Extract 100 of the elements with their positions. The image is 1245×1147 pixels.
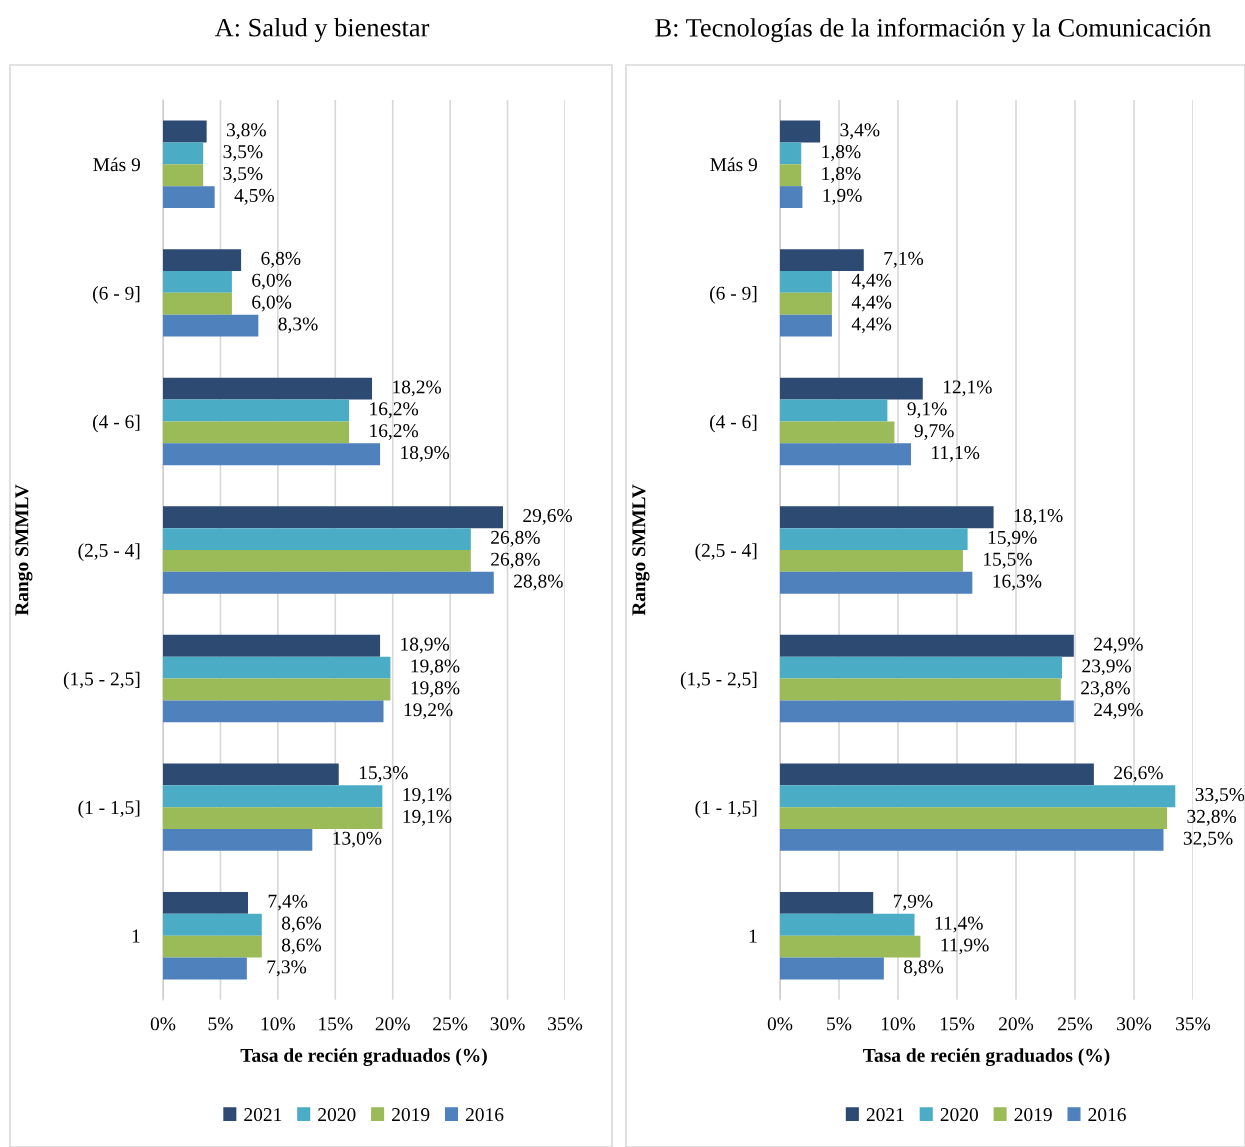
bar	[163, 700, 384, 723]
bar	[163, 807, 383, 829]
y-tick-label: (2,5 - 4]	[695, 543, 757, 561]
bar	[163, 528, 471, 550]
data-label: 4,4%	[851, 317, 892, 334]
y-tick-label: (6 - 9]	[93, 286, 140, 304]
x-tick-label: 5%	[827, 1017, 852, 1031]
data-label: 24,9%	[1094, 703, 1143, 720]
data-label: 13,0%	[333, 831, 382, 848]
bar	[163, 634, 381, 657]
bar	[780, 571, 973, 594]
data-label: 3,8%	[227, 123, 266, 140]
y-tick-label: Más 9	[93, 157, 140, 172]
y-tick-label: (1,5 - 2,5]	[680, 671, 757, 690]
data-label: 9,7%	[914, 424, 954, 441]
data-label: 26,6%	[1114, 766, 1163, 783]
y-tick-label: 1	[132, 929, 140, 943]
legend-label: 2020	[940, 1108, 978, 1122]
bar	[163, 292, 232, 315]
data-label: 26,8%	[491, 530, 540, 547]
bar	[163, 186, 215, 208]
legend-label: 2016	[1088, 1108, 1126, 1122]
data-label: 16,2%	[370, 424, 419, 441]
legend-label: 2020	[318, 1108, 356, 1122]
data-label: 6,8%	[261, 251, 301, 268]
x-tick-label: 0%	[767, 1017, 793, 1031]
bar	[163, 571, 494, 594]
legend-label: 2021	[244, 1108, 282, 1122]
data-label: 18,2%	[393, 380, 442, 397]
data-label: 19,1%	[403, 809, 452, 826]
bar	[780, 700, 1074, 723]
data-label: 4,5%	[234, 188, 274, 205]
bar	[780, 164, 802, 187]
bar	[780, 271, 832, 293]
bar	[780, 807, 1168, 829]
data-label: 8,6%	[281, 916, 322, 933]
x-tick-label: 10%	[261, 1017, 296, 1031]
x-tick-label: 35%	[548, 1017, 583, 1031]
data-label: 23,8%	[1081, 681, 1130, 698]
data-label: 7,4%	[268, 894, 308, 911]
bar	[780, 142, 802, 165]
bar	[163, 421, 350, 444]
bar	[163, 506, 503, 529]
bar	[780, 528, 968, 550]
bar	[163, 120, 207, 143]
y-axis-title: Rango SMMLV	[15, 484, 33, 616]
bar	[780, 443, 911, 466]
data-label: 18,9%	[401, 637, 450, 654]
data-label: 1,8%	[822, 145, 861, 162]
bar	[163, 550, 471, 572]
data-label: 32,5%	[1183, 831, 1233, 848]
y-axis-title: Rango SMMLV	[632, 484, 650, 616]
bar	[780, 292, 832, 315]
data-label: 19,8%	[411, 681, 460, 698]
data-label: 9,1%	[907, 402, 947, 419]
x-tick-label: 30%	[1117, 1017, 1152, 1031]
x-axis-title: Tasa de recién graduados (%)	[240, 1048, 487, 1066]
data-label: 1,9%	[823, 188, 862, 205]
data-label: 16,3%	[993, 574, 1042, 591]
data-label: 19,1%	[403, 787, 452, 804]
data-label: 8,8%	[904, 960, 944, 977]
y-tick-label: (1,5 - 2,5]	[63, 671, 140, 690]
y-tick-label: (2,5 - 4]	[78, 543, 140, 561]
bar	[163, 399, 350, 422]
bar	[780, 399, 888, 422]
bar	[780, 913, 915, 936]
data-label: 24,9%	[1094, 637, 1143, 654]
bar	[163, 785, 383, 808]
bar	[163, 935, 262, 958]
data-label: 18,9%	[401, 445, 450, 462]
legend-label: 2019	[1014, 1108, 1052, 1122]
data-label: 12,1%	[943, 380, 992, 397]
bar	[780, 249, 864, 271]
data-label: 4,4%	[851, 273, 892, 290]
bar	[780, 957, 884, 980]
bar	[780, 421, 895, 444]
x-tick-label: 0%	[150, 1017, 176, 1031]
data-label: 3,5%	[223, 145, 263, 162]
bar	[780, 785, 1176, 808]
bar	[163, 443, 381, 466]
x-tick-label: 20%	[999, 1017, 1034, 1031]
bar	[163, 377, 373, 400]
data-label: 29,6%	[523, 508, 572, 525]
x-tick-label: 30%	[490, 1017, 525, 1031]
y-tick-label: (4 - 6]	[93, 414, 140, 433]
x-tick-label: 15%	[940, 1017, 975, 1031]
bar	[780, 829, 1164, 851]
data-label: 19,2%	[404, 703, 453, 720]
x-tick-label: 10%	[881, 1017, 916, 1031]
data-label: 26,8%	[491, 552, 540, 569]
data-label: 3,5%	[223, 166, 263, 183]
bar	[163, 271, 232, 293]
data-label: 32,8%	[1187, 809, 1237, 826]
x-tick-label: 25%	[1058, 1017, 1093, 1031]
bar	[163, 913, 262, 936]
bar	[163, 763, 339, 786]
y-tick-label: (1 - 1,5]	[695, 800, 757, 819]
bar	[780, 763, 1094, 786]
data-label: 15,3%	[359, 766, 408, 783]
bar	[780, 186, 803, 208]
